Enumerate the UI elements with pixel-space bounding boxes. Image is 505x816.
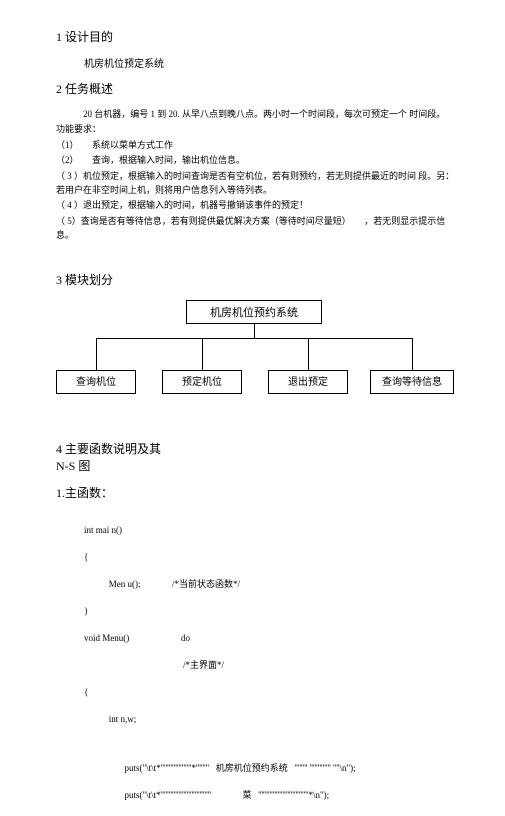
section2-title: 2 任务概述 bbox=[56, 80, 455, 97]
code-line: void Menu() do bbox=[84, 632, 455, 646]
section2-intro: 20 台机器，编号 1 到 20. 从早八点到晚八点。两小时一个时间段，每次可预… bbox=[56, 107, 455, 121]
chart-line bbox=[96, 338, 97, 370]
section2-req: 功能要求： bbox=[56, 122, 455, 136]
code-line: } bbox=[84, 605, 455, 619]
code-line: int n,w; bbox=[84, 713, 455, 727]
section2-item2: （2） 查询，根据输入时间，输出机位信息。 bbox=[56, 153, 455, 167]
chart-line bbox=[308, 338, 309, 370]
chart-line bbox=[412, 338, 413, 370]
section3-title: 3 模块划分 bbox=[56, 271, 455, 288]
section1-sub: 机房机位预定系统 bbox=[84, 55, 455, 70]
chart-root: 机房机位预约系统 bbox=[186, 300, 322, 324]
section2-item5: （ 5）查询是否有等待信息，若有则提供最优解决方案（等待时间尽量短） ，若无则显… bbox=[56, 214, 455, 243]
section5-title: 1.主函数： bbox=[56, 484, 455, 501]
code-line: { bbox=[84, 686, 455, 700]
code-line: int mai n() bbox=[84, 524, 455, 538]
chart-child3: 退出预定 bbox=[268, 370, 348, 394]
code-line: /*主界面*/ bbox=[84, 659, 455, 673]
chart-line bbox=[202, 338, 203, 370]
code-line: Men u(); /*当前状态函数*/ bbox=[84, 578, 455, 592]
chart-line bbox=[96, 338, 412, 339]
chart-child1: 查询机位 bbox=[56, 370, 136, 394]
org-chart: 机房机位预约系统 查询机位 预定机位 退出预定 查询等待信息 bbox=[56, 300, 455, 420]
chart-line bbox=[254, 324, 255, 338]
code-line: puts("\t\t*'''''''''''''''''''''''''''''… bbox=[84, 789, 455, 803]
chart-child2: 预定机位 bbox=[162, 370, 242, 394]
section1-title: 1 设计目的 bbox=[56, 28, 455, 45]
code-line: { bbox=[84, 551, 455, 565]
code-line: puts("\t\t*'''''''''''''''''''*'''''''' … bbox=[84, 762, 455, 776]
section2-item1: （1） 系统以菜单方式工作 bbox=[56, 138, 455, 152]
section4-title2: N-S 图 bbox=[56, 457, 455, 474]
section2-item3: （ 3 ）机位预定，根据输入的时间查询是否有空机位，若有则预约，若无则提供最近的… bbox=[56, 169, 455, 198]
section4-title1: 4 主要函数说明及其 bbox=[56, 440, 455, 457]
section2-item4: （ 4 ）退出预定，根据输入的时间，机器号撤销该事件的预定！ bbox=[56, 198, 455, 212]
chart-child4: 查询等待信息 bbox=[370, 370, 454, 394]
